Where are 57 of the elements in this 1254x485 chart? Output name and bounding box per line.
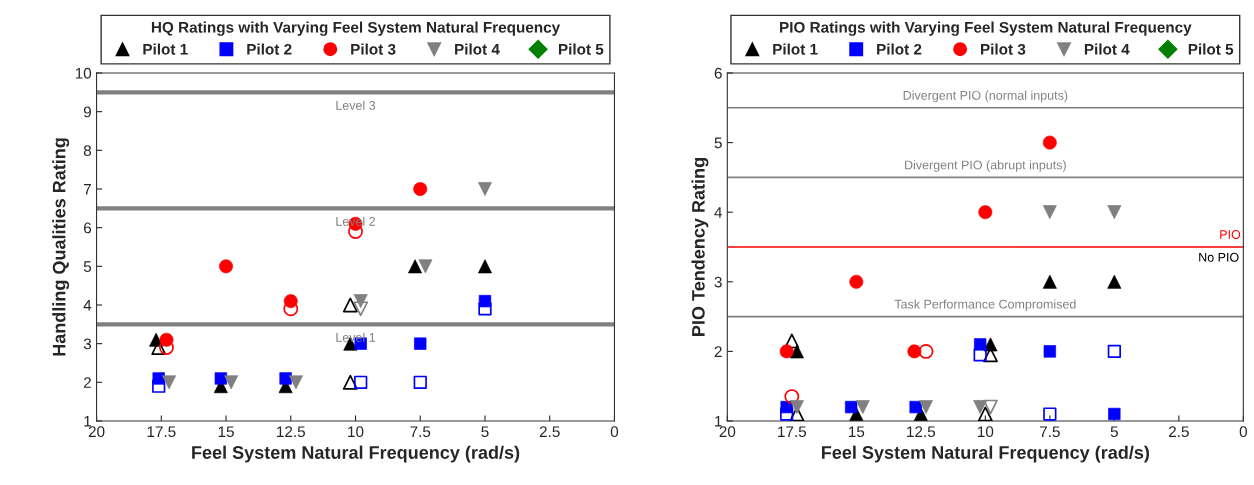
x-tick-label: 10 [348,426,364,438]
legend-label: Pilot 3 [351,43,396,55]
y-tick-label: 3 [83,338,92,350]
y-axis-title: Handling Qualities Rating [52,138,70,356]
annotation: No PIO [1199,252,1239,262]
y-tick-label: 8 [83,145,92,157]
x-tick-label: 2.5 [1168,426,1189,438]
x-tick-label: 10 [978,426,994,438]
legend-title: HQ Ratings with Varying Feel System Natural Frequency [151,21,561,36]
x-tick-label: 15 [218,426,234,438]
y-tick-label: 2 [83,377,91,388]
ref-line-label: Task Performance Compromised [894,299,1076,312]
y-tick-label: 9 [83,106,91,118]
x-axis-title: Feel System Natural Frequency (rad/s) [192,445,520,463]
x-tick-label: 20 [88,426,105,438]
y-tick-label: 1 [715,416,722,427]
x-tick-label: 15 [848,426,865,438]
x-tick-label: 0 [1239,426,1247,438]
ref-line-label: Level 1 [336,332,376,342]
legend-label: Pilot 3 [981,43,1026,55]
y-tick-label: 5 [83,261,92,273]
legend-label: Pilot 5 [558,43,604,55]
y-tick-label: 6 [83,222,92,234]
legend-label: Pilot 1 [773,43,818,55]
y-tick-label: 4 [83,300,92,311]
y-tick-label: 3 [714,276,722,288]
x-tick-label: 2.5 [539,426,560,438]
x-tick-label: 12.5 [907,426,936,438]
x-tick-label: 12.5 [277,426,305,438]
y-tick-label: 1 [84,416,91,427]
legend-label: Pilot 5 [1188,43,1234,55]
x-tick-label: 20 [719,426,736,438]
y-tick-label: 10 [75,67,92,79]
y-tick-label: 6 [714,67,722,79]
ref-line-label: Divergent PIO (normal inputs) [903,90,1068,103]
legend-title: PIO Ratings with Varying Feel System Natural Frequency [780,21,1192,36]
y-axis-title: PIO Tendency Rating [691,158,709,336]
x-tick-label: 5 [481,426,489,438]
ref-line-label: PIO [1220,230,1241,239]
legend-label: Pilot 4 [455,43,500,55]
x-tick-label: 17.5 [778,426,807,438]
legend-label: Pilot 2 [247,43,292,55]
legend-label: Pilot 4 [1084,43,1130,55]
y-tick-label: 5 [714,137,722,149]
ref-line-label: Divergent PIO (abrupt inputs) [905,160,1066,172]
x-tick-label: 7.5 [410,426,431,438]
legend-label: Pilot 1 [143,43,188,55]
x-tick-label: 5 [1110,426,1118,438]
x-tick-label: 17.5 [147,426,176,438]
ref-line-label: Level 3 [336,100,376,110]
x-tick-label: 0 [610,426,619,438]
x-tick-label: 7.5 [1040,426,1060,438]
y-tick-label: 2 [714,346,722,357]
legend-label: Pilot 2 [877,43,922,55]
y-tick-label: 7 [83,184,91,195]
x-axis-title: Feel System Natural Frequency (rad/s) [821,445,1150,463]
y-tick-label: 4 [714,207,723,218]
